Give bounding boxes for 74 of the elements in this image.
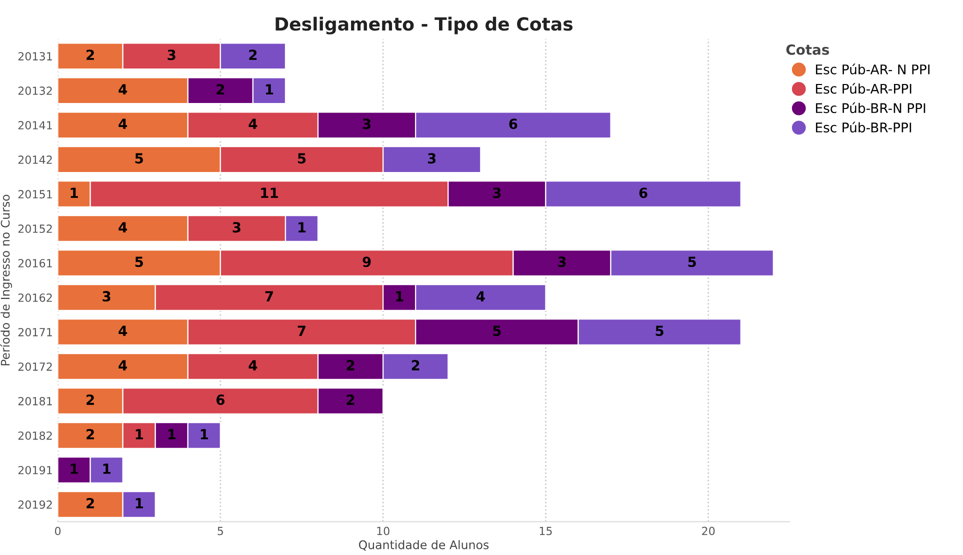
data-label: 5 bbox=[135, 256, 143, 268]
data-label: 4 bbox=[118, 118, 128, 129]
data-label: 3 bbox=[232, 222, 240, 233]
legend-label: Esc Púb-AR- N PPI bbox=[816, 64, 930, 74]
data-label: 6 bbox=[216, 394, 225, 406]
data-label: 2 bbox=[346, 360, 354, 370]
data-label: 3 bbox=[428, 153, 436, 164]
data-label: 4 bbox=[248, 360, 258, 370]
y-axis-title: Período de Ingresso no Curso bbox=[0, 194, 12, 366]
data-label: 1 bbox=[168, 429, 176, 440]
y-tick-label: 20191 bbox=[18, 466, 52, 474]
data-label: 1 bbox=[70, 464, 78, 474]
data-label: 5 bbox=[493, 326, 501, 336]
y-tick-label: 20192 bbox=[18, 500, 52, 509]
data-label: 6 bbox=[509, 118, 518, 130]
data-label: 2 bbox=[249, 50, 257, 60]
data-label: 2 bbox=[86, 50, 94, 60]
data-label: 7 bbox=[298, 326, 306, 336]
legend-label: Esc Púb-BR-PPI bbox=[816, 122, 912, 132]
data-label: 1 bbox=[266, 84, 274, 94]
data-label: 4 bbox=[248, 118, 258, 129]
data-label: 5 bbox=[656, 326, 664, 336]
y-tick-label: 20151 bbox=[18, 190, 52, 198]
y-tick-label: 20152 bbox=[18, 224, 52, 233]
data-label: 4 bbox=[118, 222, 128, 232]
data-label: 3 bbox=[362, 118, 371, 130]
x-axis-title: Quantidade de Alunos bbox=[358, 540, 489, 551]
x-tick-label: 0 bbox=[54, 526, 61, 536]
data-label: 5 bbox=[688, 256, 696, 268]
data-label: 3 bbox=[558, 256, 566, 268]
data-label: 2 bbox=[346, 394, 354, 405]
legend-title: Cotas bbox=[786, 44, 830, 55]
data-label: 1 bbox=[298, 222, 306, 232]
data-label: 4 bbox=[476, 291, 485, 302]
data-label: 9 bbox=[362, 256, 371, 268]
data-label: 1 bbox=[200, 429, 208, 440]
legend-label: Esc Púb-AR-PPI bbox=[816, 83, 912, 94]
data-label: 1 bbox=[70, 188, 78, 198]
data-label: 5 bbox=[135, 153, 143, 164]
data-label: 3 bbox=[102, 291, 110, 302]
data-label: 2 bbox=[86, 498, 94, 508]
y-tick-label: 20162 bbox=[18, 293, 52, 302]
y-tick-label: 20171 bbox=[18, 328, 52, 336]
y-tick-label: 20161 bbox=[18, 259, 52, 268]
y-tick-label: 20132 bbox=[18, 86, 52, 95]
data-label: 5 bbox=[298, 153, 306, 164]
y-tick-label: 20172 bbox=[18, 362, 52, 371]
data-label: 4 bbox=[118, 84, 128, 94]
data-label: 1 bbox=[103, 464, 110, 474]
data-label: 6 bbox=[639, 188, 648, 198]
y-tick-label: 20181 bbox=[18, 396, 52, 406]
x-tick-label: 20 bbox=[702, 526, 715, 536]
y-tick-label: 20131 bbox=[18, 52, 52, 60]
data-label: 11 bbox=[261, 188, 278, 198]
data-label: 2 bbox=[86, 429, 94, 440]
data-label: 4 bbox=[118, 326, 128, 336]
data-label: 2 bbox=[412, 360, 420, 370]
x-tick-label: 5 bbox=[218, 526, 223, 536]
y-tick-label: 20182 bbox=[18, 431, 52, 440]
data-label: 1 bbox=[396, 291, 404, 302]
x-tick-label: 15 bbox=[540, 526, 552, 536]
chart-title: Desligamento - Tipo de Cotas bbox=[276, 16, 572, 34]
data-label: 7 bbox=[265, 291, 273, 302]
x-tick-label: 10 bbox=[377, 526, 390, 536]
data-label: 4 bbox=[118, 360, 128, 370]
data-label: 2 bbox=[86, 394, 94, 405]
data-label: 3 bbox=[493, 188, 501, 198]
data-label: 1 bbox=[136, 498, 143, 508]
legend-label: Esc Púb-BR-N PPI bbox=[816, 102, 926, 114]
data-label: 2 bbox=[216, 84, 224, 94]
y-tick-label: 20142 bbox=[18, 156, 52, 164]
data-label: 3 bbox=[168, 50, 176, 60]
y-tick-label: 20141 bbox=[18, 121, 52, 130]
data-label: 1 bbox=[136, 429, 143, 440]
